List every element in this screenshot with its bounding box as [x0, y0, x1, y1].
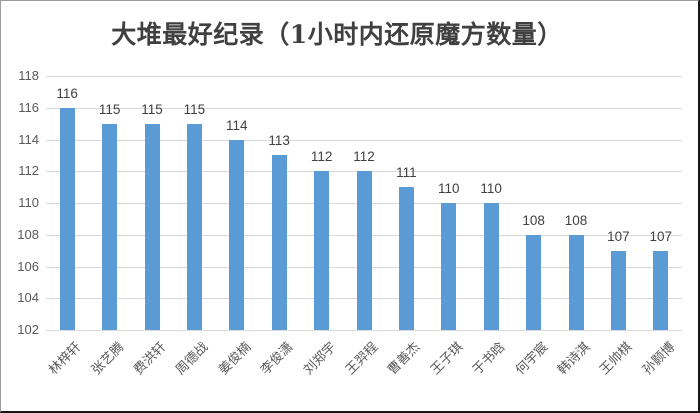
- y-tick-label: 102: [17, 322, 39, 337]
- y-tick-label: 108: [17, 226, 39, 242]
- y-tick-label: 118: [18, 68, 39, 83]
- bar-韩诗淇: [568, 234, 584, 330]
- data-label: 115: [98, 101, 121, 117]
- data-label: 111: [396, 165, 417, 181]
- y-tick-label: 106: [17, 258, 39, 274]
- chart-title: 大堆最好纪录（1小时内还原魔方数量）: [111, 20, 563, 49]
- bar-张艺腾: [102, 123, 118, 330]
- data-label: 110: [480, 181, 502, 196]
- data-label: 108: [522, 212, 545, 228]
- gridline-y-118: [46, 76, 682, 77]
- bar-何宇宸: [526, 234, 542, 330]
- data-label: 115: [141, 101, 163, 117]
- y-tick-label: 110: [18, 195, 39, 210]
- bar-李俊潇: [271, 155, 287, 330]
- bar-刘郑宇: [314, 171, 330, 330]
- bar-孙颢博: [653, 250, 669, 330]
- y-tick-label: 116: [18, 99, 39, 115]
- gridline-y-102: [46, 330, 682, 331]
- data-label: 113: [268, 133, 290, 149]
- data-label: 114: [226, 117, 248, 133]
- data-label: 107: [607, 228, 630, 244]
- data-label: 112: [353, 149, 375, 165]
- bar-王羿程: [356, 171, 372, 330]
- bar-林梓轩: [59, 107, 75, 330]
- data-label: 115: [183, 101, 206, 117]
- data-label: 107: [649, 228, 673, 244]
- gridline-y-114: [46, 139, 682, 141]
- bar-费洪轩: [144, 123, 160, 330]
- data-label: 116: [56, 85, 78, 101]
- y-tick-label: 114: [18, 131, 39, 147]
- bar-王子琪: [441, 203, 457, 330]
- bar-周德战: [186, 123, 202, 330]
- data-label: 108: [564, 212, 588, 228]
- bar-曹善杰: [398, 187, 414, 330]
- y-tick-label: 112: [18, 163, 39, 179]
- data-label: 112: [310, 149, 333, 165]
- y-tick-label: 104: [17, 290, 39, 306]
- bar-于书晗: [483, 203, 499, 330]
- gridline-y-116: [46, 107, 682, 109]
- data-label: 110: [438, 181, 460, 196]
- bar-姜俊楠: [229, 139, 245, 330]
- bar-王帅棋: [610, 250, 626, 330]
